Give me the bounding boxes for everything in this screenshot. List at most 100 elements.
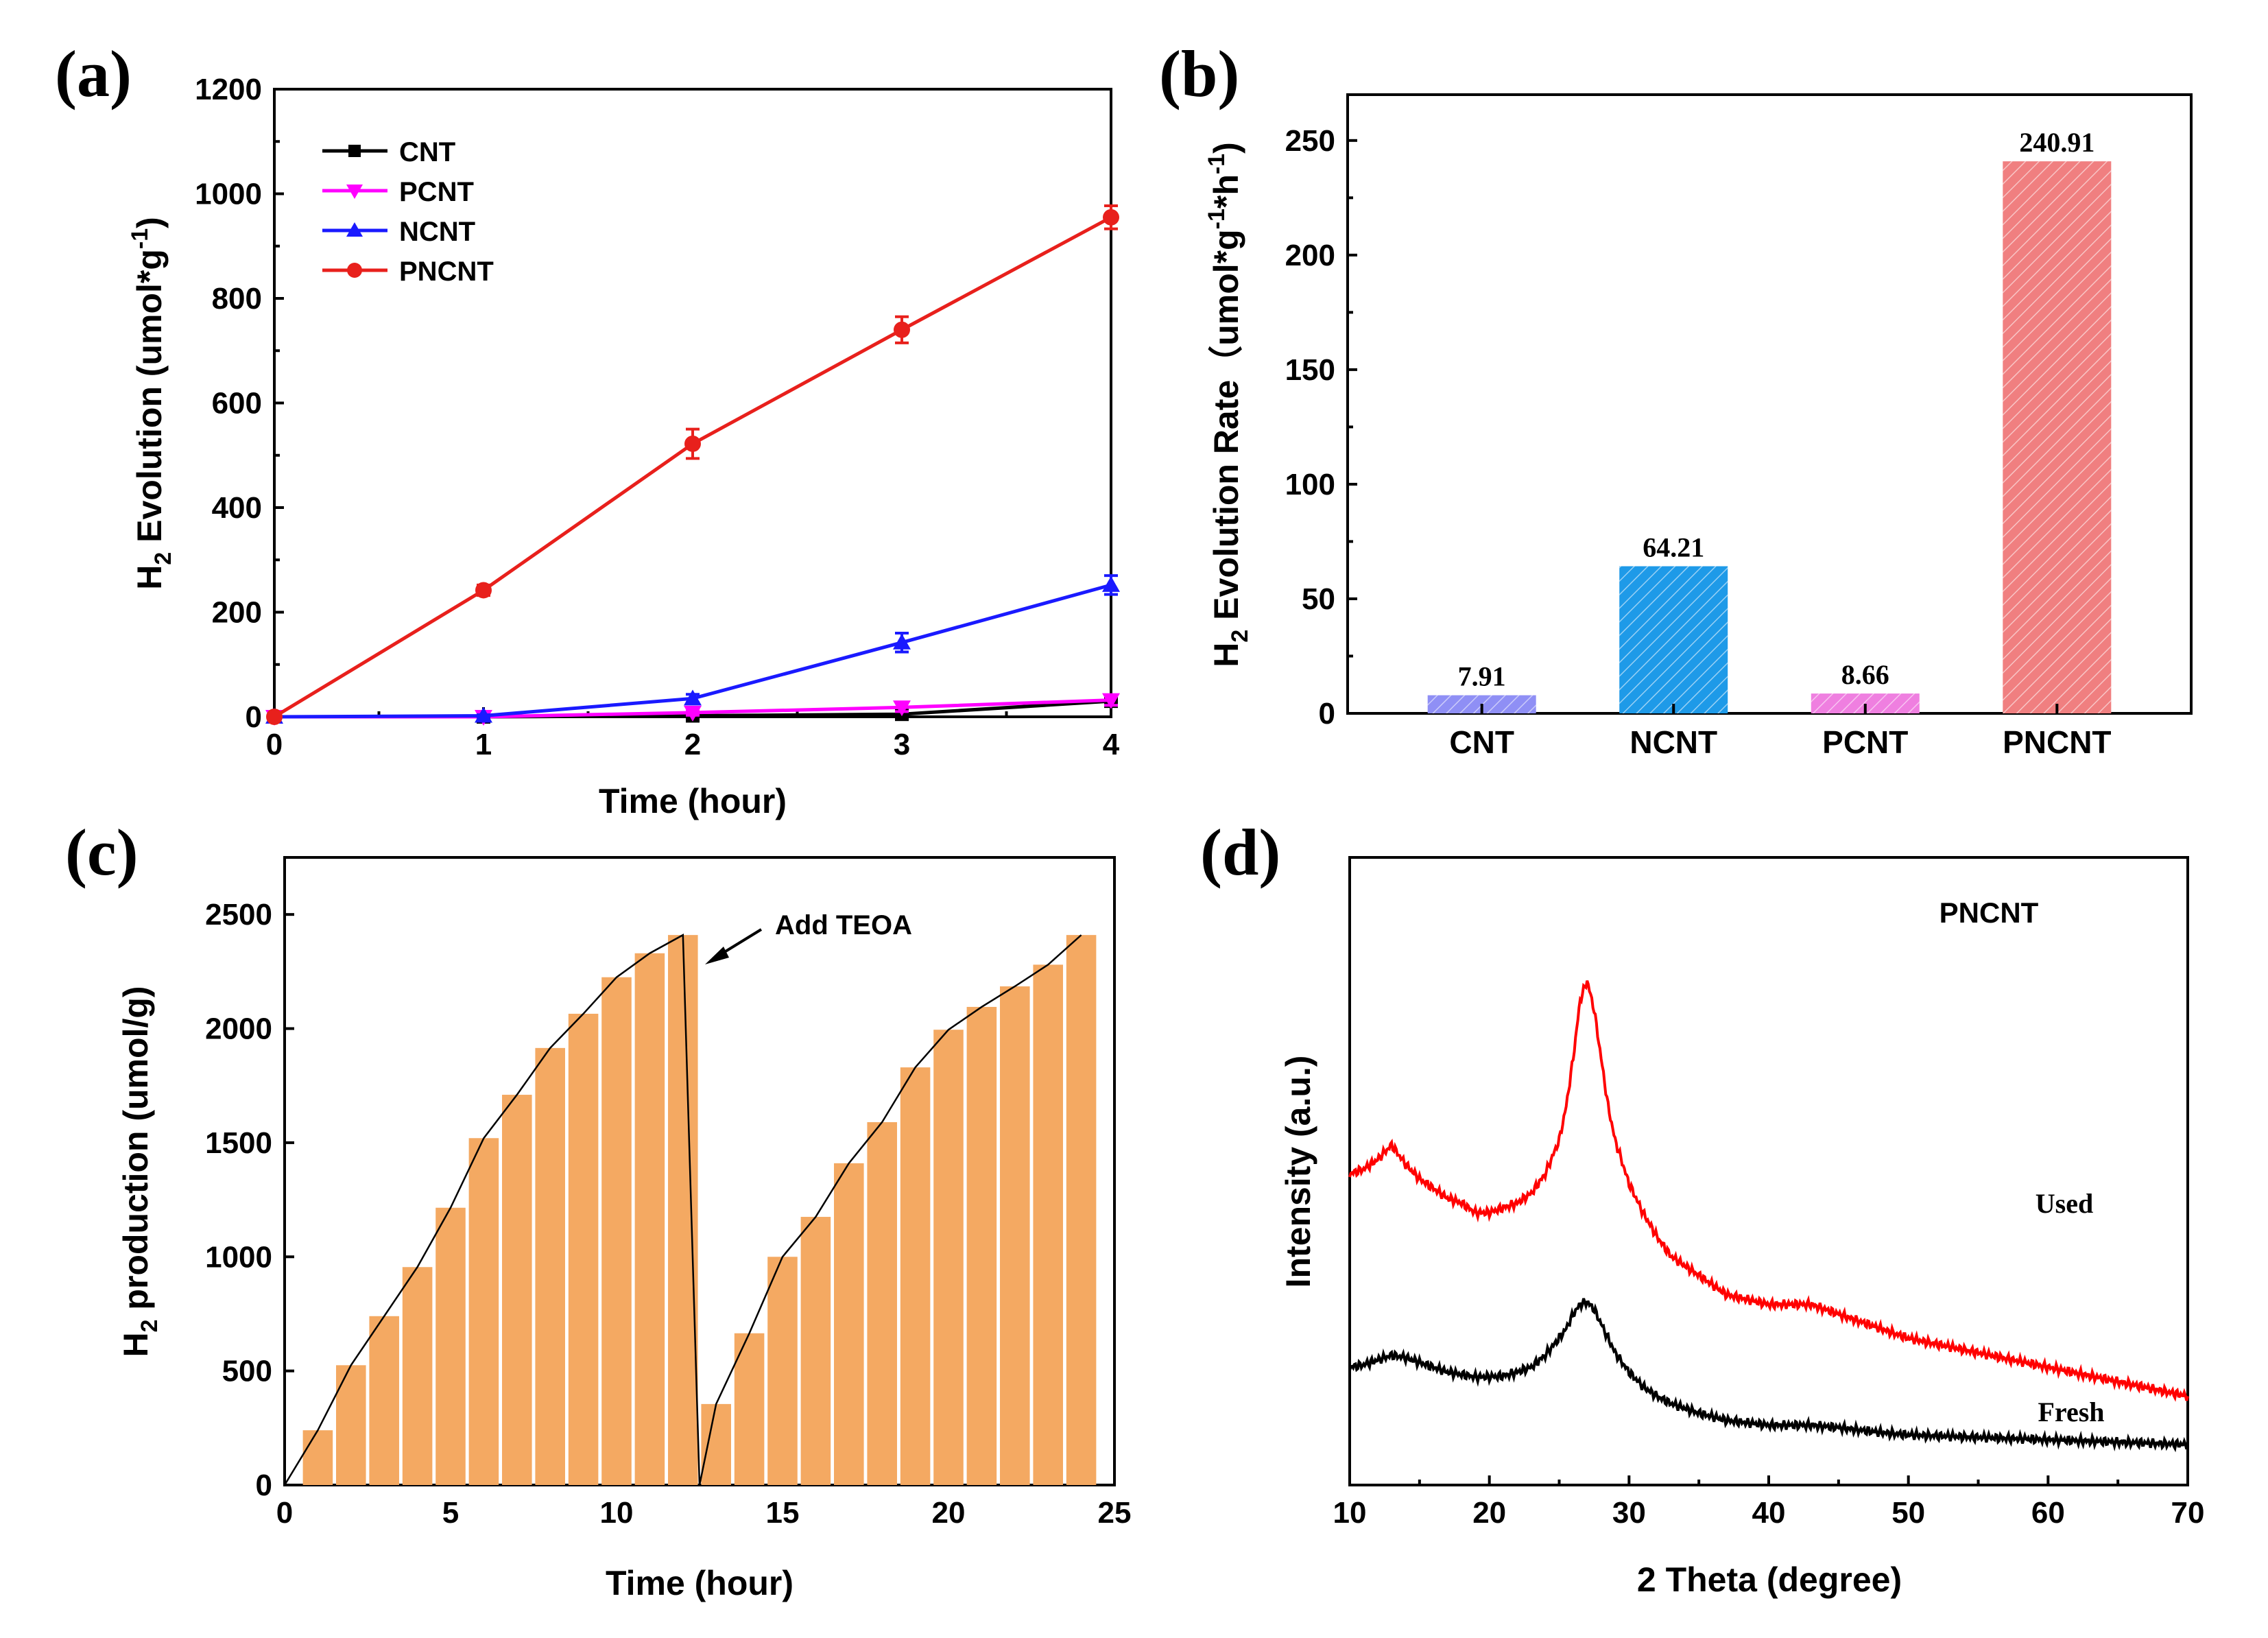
production-bar [502,1095,532,1485]
panel-b-ytick-label: 0 [1319,697,1335,731]
bar-ncnt-hatch [1619,566,1728,713]
bar-ncnt-value-label: 64.21 [1643,532,1704,562]
panel-c-xtick-label: 15 [766,1496,800,1530]
panel-d-series [1348,980,2189,1453]
add-teoa-label: Add TEOA [775,910,912,940]
panel-c-annotation: Add TEOA [705,910,912,964]
panel-a-ytick-label: 1000 [195,178,262,211]
panel-a-ytick-label: 200 [212,596,262,630]
panel-d-xtick-label: 70 [2171,1496,2205,1530]
panel-c-bars [302,935,1097,1485]
production-bar [302,1430,333,1485]
legend-cnt-label: CNT [399,137,455,167]
production-bar [336,1365,366,1485]
cumulative-trend-line [283,934,1082,1486]
production-bar [668,935,698,1485]
panel-a-label: (a) [55,37,132,110]
legend-ncnt-label: NCNT [399,217,475,247]
panel-a-ytick-label: 600 [212,387,262,420]
panel-a-xtick-label: 2 [684,728,701,761]
production-bar [468,1138,499,1485]
panel-d-xtick-label: 10 [1333,1496,1367,1530]
panel-d-xtick-label: 60 [2031,1496,2065,1530]
panel-b-ytick-label: 100 [1285,468,1335,501]
panel-c-ylabel: H2 production (umol/g) [117,986,163,1357]
bar-pncnt-hatch [2003,161,2112,714]
panel-a-series [265,204,1120,726]
series-pncnt-point [1103,209,1119,226]
panel-a-legend: CNT PCNT NCNT PNCNT [322,137,494,287]
series-ncnt-point [475,707,492,723]
production-bar [800,1217,831,1485]
series-ncnt-point [684,689,702,706]
panel-b-ytick-label: 50 [1302,582,1335,616]
panel-c-ytick-label: 500 [222,1355,272,1388]
panel-d-xtick-label: 50 [1891,1496,1925,1530]
panel-d-frame [1348,856,2189,1486]
production-bar [535,1047,565,1485]
xrd-fresh-trace [1348,1298,2189,1453]
panel-d-ticks: 10 20 30 40 50 60 70 [1333,1475,2205,1530]
production-bar [966,1006,997,1485]
series-ncnt [265,574,1120,724]
legend-item-pncnt: PNCNT [322,257,494,287]
production-bar [1066,935,1097,1485]
panel-b-ytick-label: 250 [1285,124,1335,158]
legend-ncnt-marker [346,222,363,237]
production-bar [601,977,632,1485]
panel-b-ytick-label: 150 [1285,353,1335,387]
panel-a-xtick-label: 0 [266,728,283,761]
panel-c-xtick-label: 10 [600,1496,634,1530]
production-bar [435,1207,466,1485]
panel-c-ytick-label: 1500 [205,1126,272,1160]
panel-d-xtick-label: 40 [1752,1496,1786,1530]
panel-c-xtick-label: 0 [276,1496,293,1530]
panel-a-line-chart: (a) 0 1 2 3 4 0 200 400 600 800 1000 1200 CNT PCNT NC… [55,37,1120,820]
panel-c-trend [283,934,1082,1486]
panel-a-ytick-label: 0 [246,700,262,734]
series-pncnt-line [273,215,1112,719]
production-bar [369,1316,399,1485]
legend-pncnt-marker [347,263,362,278]
panel-d-title: PNCNT [1939,897,2039,929]
panel-b-frame [1346,93,2193,715]
bar-cnt-value-label: 7.91 [1458,661,1506,692]
panel-a-ytick-label: 800 [212,282,262,316]
bar-pcnt-category-label: PCNT [1822,724,1908,760]
panel-d-xlabel: 2 Theta (degree) [1637,1560,1902,1599]
bar-ncnt-category-label: NCNT [1630,724,1717,760]
legend-item-pcnt: PCNT [322,177,474,207]
production-bar [701,1403,731,1485]
panel-b-ylabel: H2 Evolution Rate（umol*g-1*h-1) [1204,142,1253,667]
series-pcnt-point [1102,693,1120,709]
panel-b-label: (b) [1159,37,1239,110]
production-bar [734,1333,765,1485]
panel-a-ylabel: H2 Evolution (umol*g-1) [127,217,176,590]
legend-pncnt-label: PNCNT [399,257,494,287]
panel-d-ylabel: Intensity (a.u.) [1279,1056,1317,1288]
production-bar [634,953,665,1485]
panel-c-label: (c) [65,816,139,889]
production-bar [933,1030,964,1485]
production-bar [1000,986,1030,1485]
add-teoa-arrowhead [705,947,729,964]
bar-cnt: 7.91 CNT [1427,661,1536,760]
legend-item-cnt: CNT [322,137,455,167]
panel-b-ticks: 0 50 100 150 200 250 [1285,124,1357,731]
panel-c-ytick-label: 1000 [205,1240,272,1274]
series-ncnt-point [1102,575,1120,592]
legend-pcnt-marker [346,185,363,199]
bar-pcnt: 8.66 PCNT [1811,659,1920,760]
panel-a-xtick-label: 3 [894,728,910,761]
series-pcnt-point [684,705,702,722]
legend-pcnt-label: PCNT [399,177,474,207]
xrd-used-trace [1348,980,2189,1402]
panel-b-bars: 7.91 CNT 64.21 NCNT 8.66 PCNT 240.91 PNCNT [1427,127,2112,760]
panel-c-xtick-label: 5 [442,1496,459,1530]
series-label-fresh: Fresh [2038,1397,2104,1427]
legend-item-ncnt: NCNT [322,217,475,247]
panel-b-ytick-label: 200 [1285,239,1335,272]
bar-pcnt-value-label: 8.66 [1841,659,1889,690]
series-pcnt-point [893,700,911,717]
